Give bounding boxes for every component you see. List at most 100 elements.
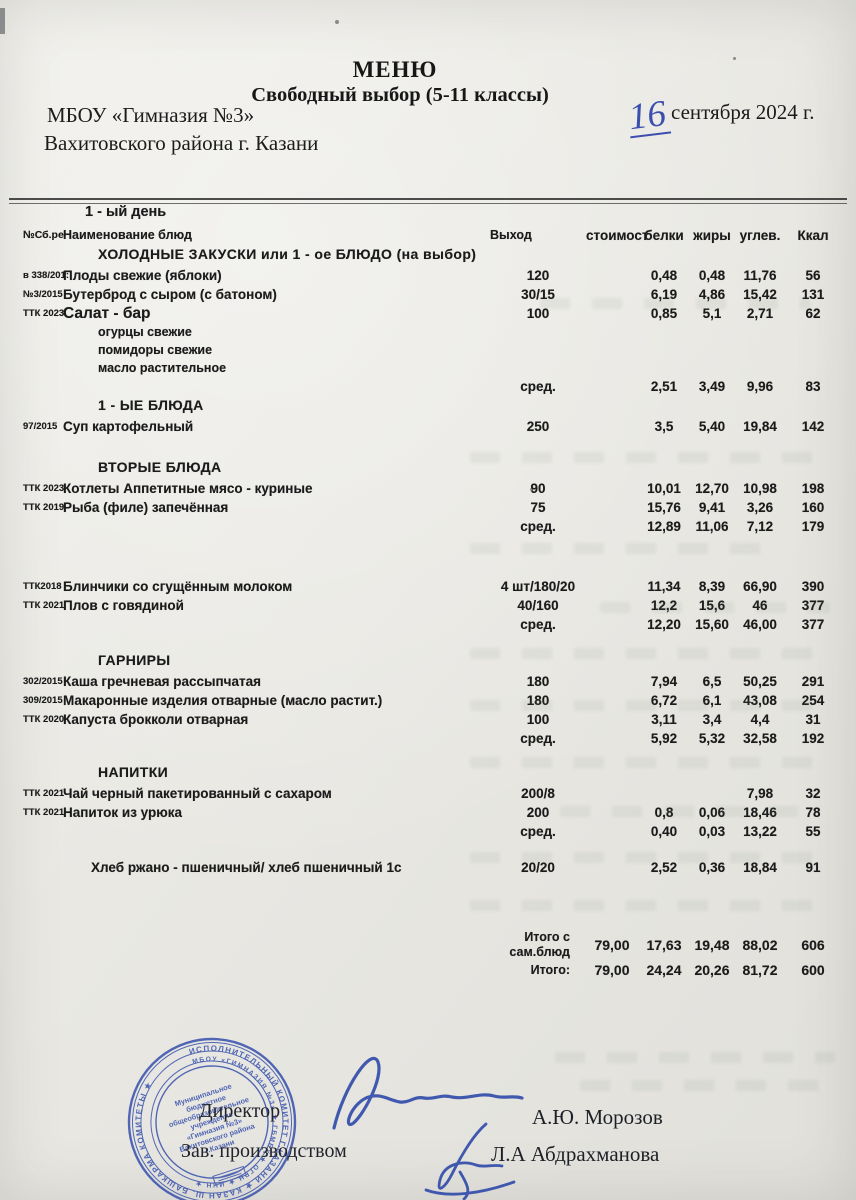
cell-code <box>23 615 63 634</box>
cell-protein: 5,92 <box>650 731 678 746</box>
cell-carbs: 3,26 <box>746 500 774 515</box>
scan-dot-artifact <box>733 57 736 60</box>
cell-fat: 15,6 <box>698 598 726 613</box>
cell-name <box>63 822 490 841</box>
cell-output: 200/8 <box>521 786 555 801</box>
cell-code: 302/2015 <box>23 676 63 687</box>
cell-protein: 2,52 <box>650 860 678 875</box>
cell-code <box>23 323 63 341</box>
cell-kcal: 179 <box>801 519 825 534</box>
cell-cost <box>586 266 638 286</box>
cell-code: ТТК 2023 <box>23 483 65 494</box>
cell-carbs: 46,00 <box>743 617 777 632</box>
sub-item-name: масло растительное <box>98 361 227 375</box>
cell-protein: 11,34 <box>647 579 681 594</box>
day-label: 1 - ый день <box>85 204 167 220</box>
column-header-name: Наименование блюд <box>63 228 192 242</box>
table-row: ТТК 2023 Котлеты Аппетитные мясо - курины… <box>23 479 848 498</box>
cell-cost <box>586 417 638 437</box>
table-row: НАПИТКИ <box>23 763 848 784</box>
bleedthrough-artifact <box>540 298 810 309</box>
cell-kcal: 377 <box>801 617 825 632</box>
cell-carbs: 2,71 <box>746 306 774 321</box>
cell-code: ТТК2018 <box>23 581 62 592</box>
cell-kcal: 160 <box>801 500 825 515</box>
cell-fat: 5,32 <box>698 731 726 746</box>
cell-code: №3/2015 <box>23 289 63 300</box>
cell-carbs: 50,25 <box>743 674 777 689</box>
column-header-protein: белки <box>644 228 684 243</box>
cell-protein: 7,94 <box>650 674 678 689</box>
cell-code <box>23 729 63 748</box>
cell-code: 97/2015 <box>23 421 58 432</box>
cell-protein: 3,5 <box>654 419 674 434</box>
cell-code <box>23 377 63 396</box>
cell-code <box>23 858 63 877</box>
total-label: Итого: <box>530 962 570 977</box>
cell-code: 309/2015 <box>23 695 63 706</box>
cell-protein <box>638 784 690 804</box>
cell-code: ТТК 2019 <box>23 502 65 513</box>
chef-signature <box>424 1122 516 1200</box>
cell-code <box>23 763 63 784</box>
cell-carbs: 13,22 <box>743 824 777 839</box>
cell-name: Суп картофельный <box>63 419 194 434</box>
cell-fat: 5,1 <box>702 306 722 321</box>
cell-kcal: 78 <box>805 805 821 820</box>
date-month-year: сентября 2024 г. <box>671 100 815 124</box>
cell-name: Хлеб ржано - пшеничный/ хлеб пшеничный 1… <box>91 860 402 875</box>
cell-output: 4 шт/180/20 <box>500 579 576 594</box>
cell-name: Чай черный пакетированный с сахаром <box>63 786 332 801</box>
cell-name: Плоды свежие (яблоки) <box>63 268 222 283</box>
cell-output: 200 <box>526 805 550 820</box>
cell-fat: 0,48 <box>698 268 726 283</box>
cell-output: 90 <box>530 481 546 496</box>
avg-label: сред. <box>520 617 556 632</box>
cell-kcal: 198 <box>801 481 825 496</box>
bleedthrough-artifact <box>470 452 820 463</box>
cell-name: Бутерброд с сыром (с батоном) <box>63 287 277 302</box>
cell-output: 100 <box>526 712 550 727</box>
page-title: МЕНЮ <box>352 57 438 82</box>
table-row: сред. 5,92 5,32 32,58 192 <box>23 729 848 748</box>
column-header-code: №Сб.ре <box>23 229 64 241</box>
cell-fat: 4,86 <box>698 287 726 302</box>
table-row: огурцы свежие <box>23 323 848 341</box>
cell-name: Плов с говядиной <box>63 598 184 613</box>
cell-fat: 11,06 <box>695 519 729 534</box>
cell-fat: 5,40 <box>698 419 726 434</box>
cell-carbs: 11,76 <box>743 268 777 283</box>
cell-fat: 6,5 <box>702 674 722 689</box>
cell-fat <box>690 784 734 804</box>
cell-cost <box>586 377 638 396</box>
table-row: ТТК2018 Блинчики со сгущённым молоком 4 шт… <box>23 577 848 596</box>
cell-kcal: 31 <box>805 712 821 727</box>
cell-kcal: 254 <box>801 693 825 708</box>
cell-carbs: 46 <box>752 598 768 613</box>
cell-cost <box>586 710 638 730</box>
cell-output: 40/160 <box>517 598 559 613</box>
cell-code: ТТК 2023 <box>23 308 65 319</box>
cell-code <box>23 396 63 417</box>
column-header-carbs: углев. <box>739 228 781 243</box>
cell-protein: 6,19 <box>650 287 678 302</box>
cell-carbs: 66,90 <box>743 579 777 594</box>
cell-kcal: 32 <box>805 786 821 801</box>
table-row: ТТК 2023 Салат - бар 100 0,85 5,1 2,71 62 <box>23 304 848 323</box>
cell-protein: 24,24 <box>646 961 682 978</box>
cell-output: 20/20 <box>521 860 555 875</box>
cell-code: ТТК 2021 <box>23 807 65 818</box>
table-row: 302/2015 Каша гречневая рассыпчатая 180 7,9… <box>23 672 848 691</box>
cell-kcal: 291 <box>801 674 825 689</box>
cell-name <box>63 377 490 396</box>
table-row: №3/2015 Бутерброд с сыром (с батоном) 30/1… <box>23 285 848 304</box>
cell-code <box>23 245 63 266</box>
table-row: 309/2015 Макаронные изделия отварные (мас… <box>23 691 848 710</box>
cell-code <box>23 458 63 479</box>
cell-cost: 79,00 <box>594 936 630 953</box>
bleedthrough-artifact <box>470 700 825 711</box>
director-name: А.Ю. Морозов <box>532 1105 663 1129</box>
cell-kcal: 62 <box>805 306 821 321</box>
column-header-cost: стоимост <box>586 228 649 243</box>
